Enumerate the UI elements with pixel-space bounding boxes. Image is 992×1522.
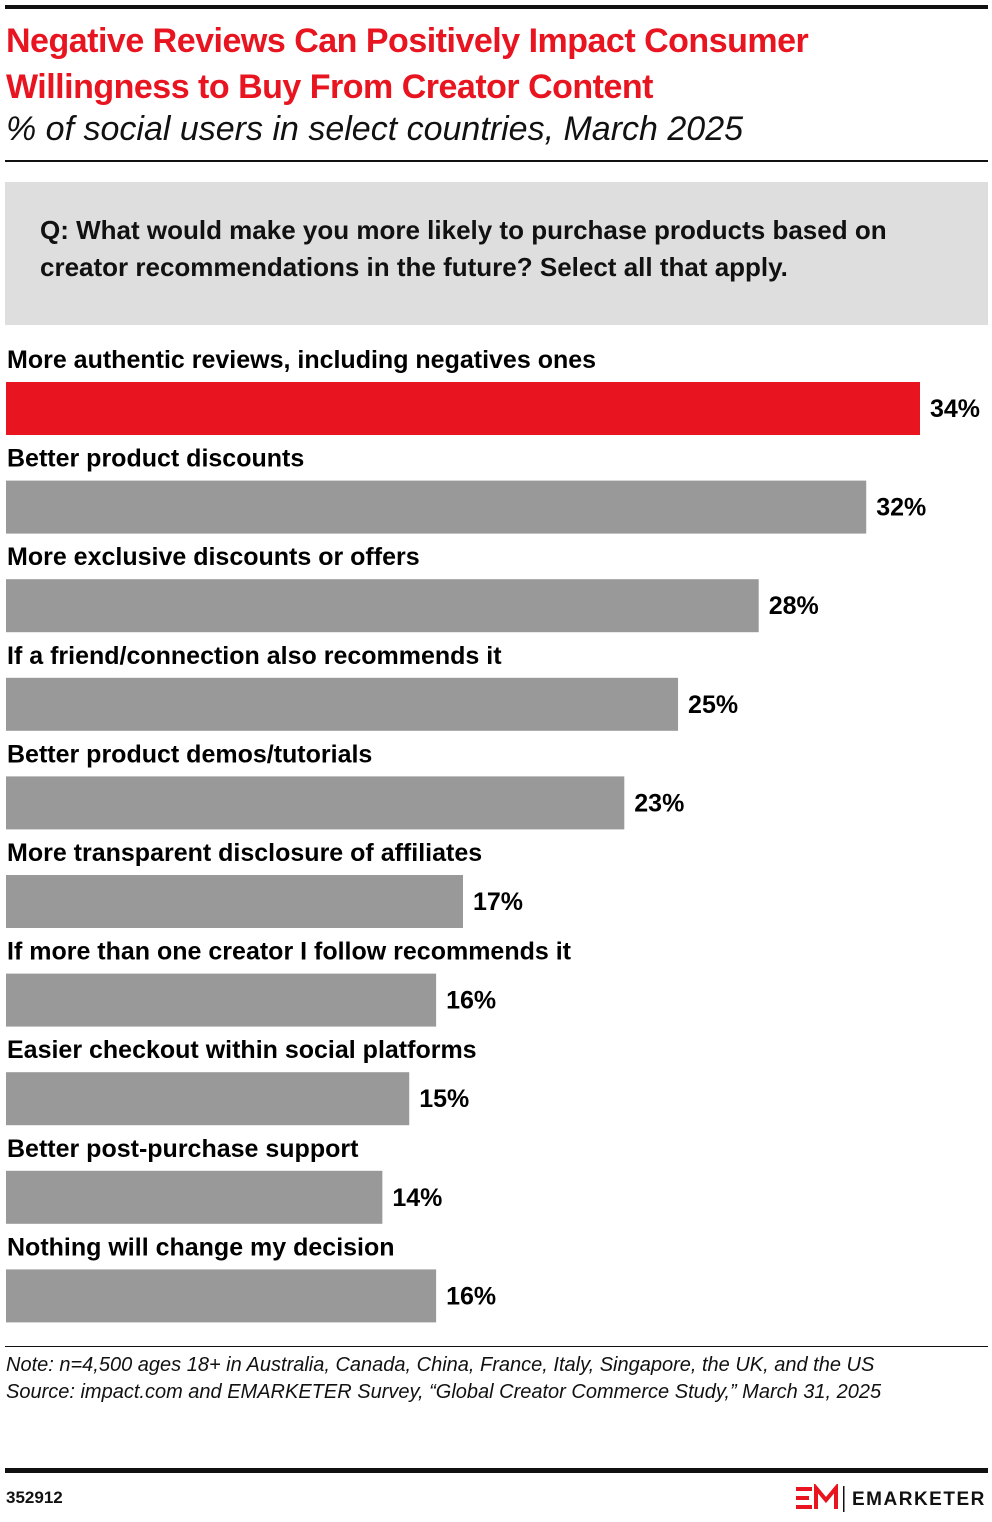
value-label: 16% [446, 987, 496, 1015]
bar [6, 973, 437, 1027]
chart-title: Negative Reviews Can Positively Impact C… [6, 22, 809, 106]
footnotes: Note: n=4,500 ages 18+ in Australia, Can… [6, 1352, 986, 1406]
bar [6, 382, 920, 435]
bar [6, 1170, 383, 1224]
value-label: 34% [930, 395, 980, 423]
source: Source: impact.com and EMARKETER Survey,… [6, 1381, 882, 1403]
value-label: 23% [634, 789, 684, 817]
category-label: Better product demos/tutorials [7, 740, 372, 768]
category-label: Better product discounts [7, 445, 304, 473]
top-rule [5, 5, 988, 9]
question-box [5, 182, 988, 325]
brand-icon [796, 1484, 845, 1512]
value-label: 16% [446, 1282, 496, 1310]
value-label: 28% [769, 592, 819, 620]
question: Q: What would make you more likely to pu… [40, 215, 887, 282]
value-label: 17% [473, 888, 523, 916]
brand: EMARKETER [852, 1489, 986, 1510]
value-label: 15% [419, 1085, 469, 1113]
note: Note: n=4,500 ages 18+ in Australia, Can… [6, 1354, 875, 1376]
category-label: Easier checkout within social platforms [7, 1036, 477, 1064]
value-label: 14% [392, 1184, 442, 1212]
rule [5, 1346, 988, 1347]
category-label: Better post-purchase support [7, 1135, 359, 1163]
bar [6, 875, 463, 928]
bar [6, 1269, 437, 1323]
bar [6, 480, 867, 534]
category-label: More transparent disclosure of affiliate… [7, 839, 482, 867]
category-label: More exclusive discounts or offers [7, 543, 420, 571]
category-label: Nothing will change my decision [7, 1233, 395, 1261]
chart-id: 352912 [6, 1488, 63, 1507]
bottom-rule [5, 1468, 988, 1473]
bar [6, 1072, 410, 1126]
category-label: More authentic reviews, including negati… [7, 346, 596, 374]
chart: More authentic reviews, including negati… [6, 346, 980, 1323]
value-label: 32% [876, 494, 926, 522]
bar [6, 579, 759, 633]
bar [6, 776, 625, 830]
chart-subtitle: % of social users in select countries, M… [6, 110, 744, 148]
value-label: 25% [688, 691, 738, 719]
rule [5, 160, 988, 162]
bar [6, 677, 679, 731]
category-label: If more than one creator I follow recomm… [7, 938, 572, 966]
category-label: If a friend/connection also recommends i… [7, 642, 502, 670]
